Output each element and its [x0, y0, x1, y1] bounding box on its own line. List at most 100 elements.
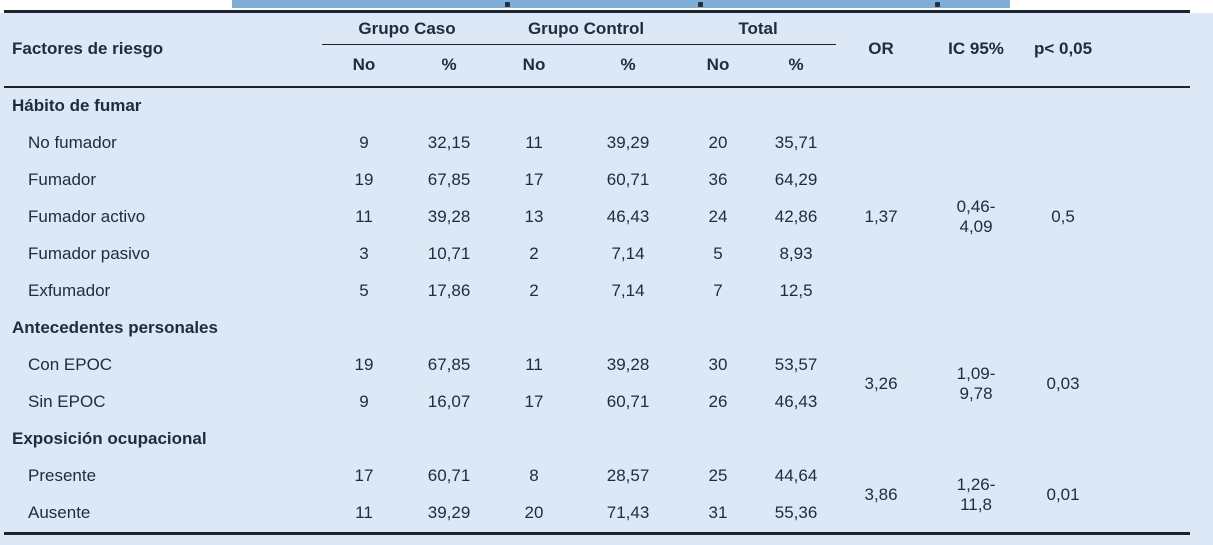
cell-total-pct: 44,64	[774, 466, 818, 485]
caption-artifact	[505, 2, 510, 7]
cell-total-no: 5	[713, 244, 723, 263]
cell-total-pct: 42,86	[774, 207, 818, 226]
cell-pvalue: 0,03	[1046, 373, 1080, 393]
cell-control-no: 11	[525, 355, 543, 374]
row-label: Exfumador	[28, 281, 111, 300]
cell-ic95: 1,09- 9,78	[926, 347, 1026, 421]
cell-control-no: 20	[524, 503, 544, 522]
row-label: Ausente	[28, 503, 91, 522]
cell-total-no: 24	[708, 207, 728, 226]
subheader-control-pct: %	[576, 44, 681, 88]
cell-total-pct: 46,43	[774, 392, 818, 411]
column-header-ic95: IC 95%	[926, 11, 1027, 88]
cell-caso-pct: 10,71	[427, 244, 471, 263]
cell-control-no: 2	[529, 244, 539, 263]
cell-or: 3,26	[864, 373, 898, 393]
column-header-pvalue: p< 0,05	[1026, 11, 1191, 88]
table-row: No fumador 9 32,15 11 39,29 20 35,71 1,3…	[4, 125, 1190, 236]
cell-caso-pct: 17,86	[427, 281, 471, 300]
section-header-row: Hábito de fumar	[4, 87, 1190, 125]
cell-caso-no: 9	[359, 392, 369, 411]
cell-total-pct: 35,71	[774, 133, 818, 152]
subheader-caso-pct: %	[406, 44, 493, 88]
table-row: Fumador pasivo 3 10,71 2 7,14 5 8,93	[4, 236, 1190, 273]
cell-caso-no: 11	[355, 503, 373, 522]
cell-control-pct: 71,43	[606, 503, 650, 522]
caption-artifact	[698, 2, 703, 7]
cell-caso-pct: 32,15	[427, 133, 471, 152]
row-label: Fumador pasivo	[28, 244, 150, 263]
column-group-grupo-control: Grupo Control	[492, 11, 681, 45]
section-header-exposicion: Exposición ocupacional	[12, 429, 207, 448]
cell-control-pct: 46,43	[606, 207, 650, 226]
cell-control-pct: 39,28	[606, 355, 650, 374]
cell-total-pct: 55,36	[774, 503, 818, 522]
section-header-row: Antecedentes personales	[4, 310, 1190, 347]
section-header-row: Exposición ocupacional	[4, 421, 1190, 458]
cell-or: 1,37	[864, 207, 898, 226]
subheader-total-pct: %	[756, 44, 837, 88]
cell-control-no: 17	[524, 170, 544, 189]
subheader-caso-no: No	[322, 44, 406, 88]
row-label: No fumador	[28, 133, 117, 152]
ic-line2: 11,8	[960, 494, 992, 514]
cell-caso-no: 17	[354, 466, 374, 485]
column-header-or: OR	[836, 11, 927, 88]
table-row: Sin EPOC 9 16,07 17 60,71 26 46,43	[4, 384, 1190, 421]
cell-ic95: 0,46- 4,09	[926, 125, 1026, 310]
risk-factors-table: Factores de riesgo Grupo Caso Grupo Cont…	[4, 10, 1191, 535]
cell-total-no: 30	[708, 355, 728, 374]
cell-caso-no: 5	[359, 281, 369, 300]
cell-caso-no: 19	[354, 170, 374, 189]
cell-caso-pct: 39,28	[427, 207, 471, 226]
table-row: Ausente 11 39,29 20 71,43 31 55,36	[4, 495, 1190, 534]
column-group-grupo-caso: Grupo Caso	[322, 11, 493, 45]
cell-ic95: 1,26- 11,8	[926, 458, 1026, 534]
cell-control-no: 13	[524, 207, 544, 226]
cell-caso-pct: 39,29	[427, 503, 471, 522]
row-label: Fumador	[28, 170, 97, 189]
ic-line1: 0,46-	[956, 197, 996, 216]
cell-caso-pct: 16,07	[427, 392, 471, 411]
cell-control-no: 2	[529, 281, 539, 300]
section-header-antecedentes: Antecedentes personales	[12, 318, 218, 337]
cell-total-no: 7	[713, 281, 723, 300]
cell-total-no: 26	[708, 392, 728, 411]
table-row: Con EPOC 19 67,85 11 39,28 30 53,57 3,26…	[4, 347, 1190, 403]
cell-caso-pct: 67,85	[427, 355, 471, 374]
subheader-control-no: No	[492, 44, 577, 88]
ic-line1: 1,26-	[956, 474, 996, 494]
cell-total-no: 25	[708, 466, 728, 485]
cell-total-pct: 12,5	[779, 281, 813, 300]
cropped-caption-strip	[232, 0, 1010, 8]
cell-total-pct: 53,57	[774, 355, 818, 374]
column-group-total: Total	[680, 11, 837, 45]
cell-pvalue: 0,01	[1046, 484, 1080, 504]
cell-total-no: 20	[708, 133, 728, 152]
cell-control-pct: 28,57	[606, 466, 650, 485]
row-label: Fumador activo	[28, 207, 146, 226]
table-row: Fumador activo 11 39,28 13 46,43 24 42,8…	[4, 199, 1190, 236]
subheader-total-no: No	[680, 44, 757, 88]
table-row: Exfumador 5 17,86 2 7,14 7 12,5	[4, 273, 1190, 310]
row-label: Con EPOC	[28, 355, 113, 374]
section-header-habito: Hábito de fumar	[12, 96, 142, 115]
cell-caso-no: 19	[354, 355, 374, 374]
row-label: Sin EPOC	[28, 392, 106, 411]
cell-caso-no: 11	[355, 207, 373, 226]
ic-line2: 9,78	[959, 383, 993, 403]
cell-control-pct: 7,14	[611, 281, 645, 300]
ic-line2: 4,09	[959, 217, 993, 236]
cell-caso-no: 9	[359, 133, 369, 152]
cell-total-no: 31	[708, 503, 728, 522]
cell-caso-pct: 60,71	[427, 466, 471, 485]
row-label: Presente	[28, 466, 97, 485]
cell-pvalue: 0,5	[1051, 207, 1075, 226]
cell-control-no: 8	[529, 466, 539, 485]
cell-control-pct: 39,29	[606, 133, 650, 152]
table-background	[0, 13, 1213, 545]
ic-line1: 1,09-	[956, 363, 996, 383]
cell-control-pct: 60,71	[606, 170, 650, 189]
column-header-factores: Factores de riesgo	[4, 11, 322, 88]
cell-control-pct: 60,71	[606, 392, 650, 411]
